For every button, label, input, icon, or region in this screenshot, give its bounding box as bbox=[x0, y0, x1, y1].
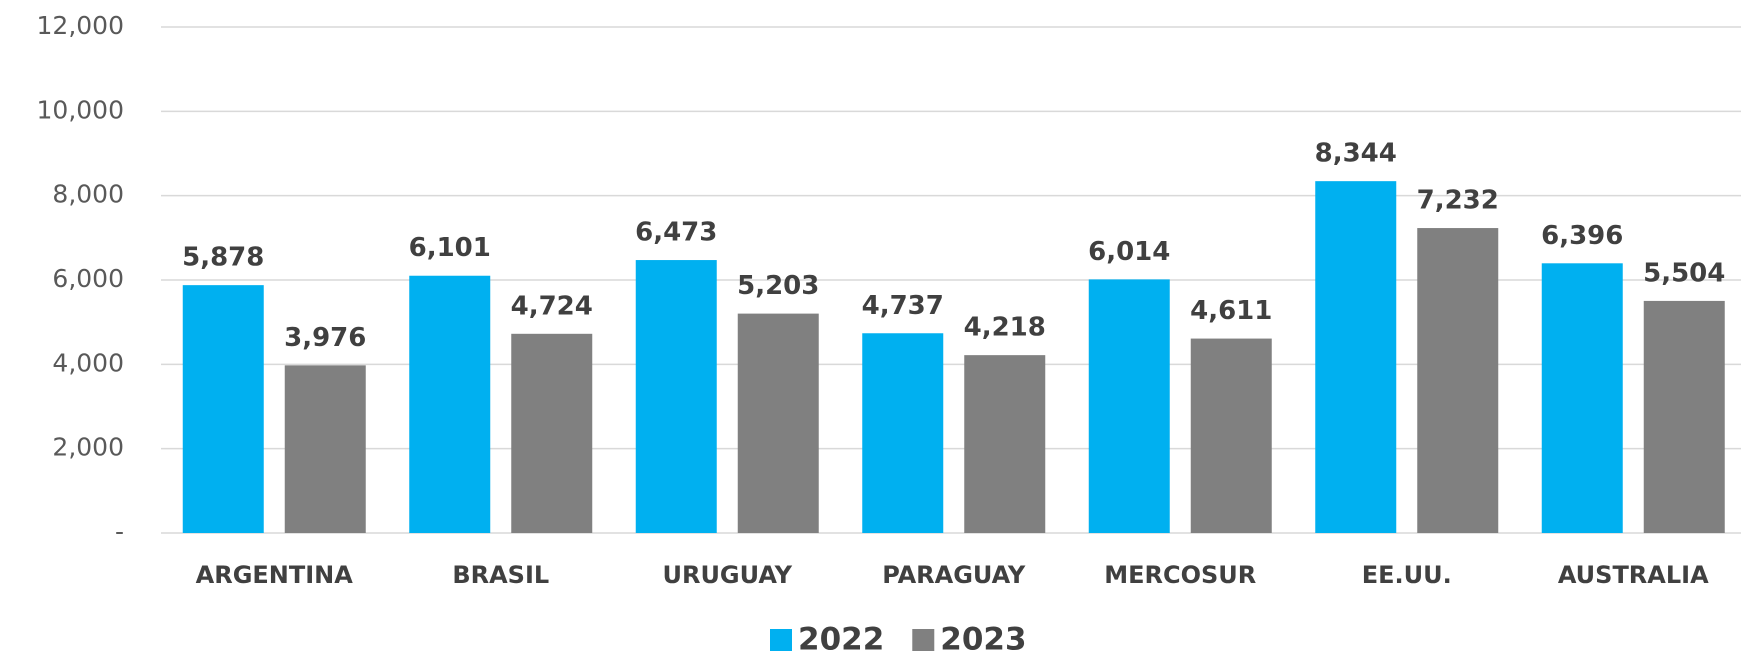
data-label: 4,611 bbox=[1190, 296, 1272, 326]
bar bbox=[511, 333, 593, 533]
bar bbox=[1541, 263, 1623, 533]
data-label: 8,344 bbox=[1315, 139, 1397, 169]
y-tick-label: 10,000 bbox=[37, 95, 124, 124]
bar bbox=[964, 355, 1046, 533]
data-label: 5,878 bbox=[182, 243, 264, 273]
data-label: 6,014 bbox=[1088, 237, 1170, 267]
legend-swatch bbox=[770, 629, 792, 651]
bar bbox=[1190, 338, 1272, 533]
y-tick-label: 8,000 bbox=[52, 180, 124, 209]
x-tick-label: ARGENTINA bbox=[196, 561, 354, 589]
y-tick-label: - bbox=[115, 517, 124, 546]
data-label: 6,101 bbox=[409, 233, 491, 263]
legend-label: 2022 bbox=[798, 622, 884, 657]
data-label: 5,203 bbox=[737, 271, 819, 301]
bar bbox=[1643, 300, 1725, 533]
x-tick-label: PARAGUAY bbox=[882, 561, 1026, 589]
bar bbox=[1315, 181, 1397, 534]
bar bbox=[862, 333, 944, 533]
x-tick-label: URUGUAY bbox=[662, 561, 792, 589]
data-label: 4,737 bbox=[862, 291, 944, 321]
x-tick-label: MERCOSUR bbox=[1104, 561, 1256, 589]
bar bbox=[182, 285, 264, 533]
bar bbox=[1088, 279, 1170, 533]
data-label: 7,232 bbox=[1417, 186, 1499, 216]
bar bbox=[737, 313, 819, 533]
data-label: 6,473 bbox=[635, 218, 717, 248]
bar bbox=[284, 365, 366, 533]
data-label: 5,504 bbox=[1643, 258, 1725, 288]
x-tick-label: AUSTRALIA bbox=[1558, 561, 1709, 589]
bar bbox=[635, 260, 717, 533]
bar bbox=[409, 275, 491, 533]
data-label: 3,976 bbox=[284, 323, 366, 353]
y-tick-label: 6,000 bbox=[52, 264, 124, 293]
x-tick-label: EE.UU. bbox=[1362, 561, 1452, 589]
bar bbox=[1417, 228, 1499, 533]
data-label: 4,218 bbox=[964, 313, 1046, 343]
legend-swatch bbox=[912, 629, 935, 651]
y-tick-label: 12,000 bbox=[37, 11, 124, 40]
data-label: 6,396 bbox=[1541, 221, 1623, 251]
y-tick-label: 2,000 bbox=[52, 433, 124, 462]
y-tick-label: 4,000 bbox=[52, 348, 124, 377]
data-label: 4,724 bbox=[511, 291, 593, 321]
x-tick-label: BRASIL bbox=[452, 561, 549, 589]
legend-label: 2023 bbox=[940, 622, 1026, 657]
